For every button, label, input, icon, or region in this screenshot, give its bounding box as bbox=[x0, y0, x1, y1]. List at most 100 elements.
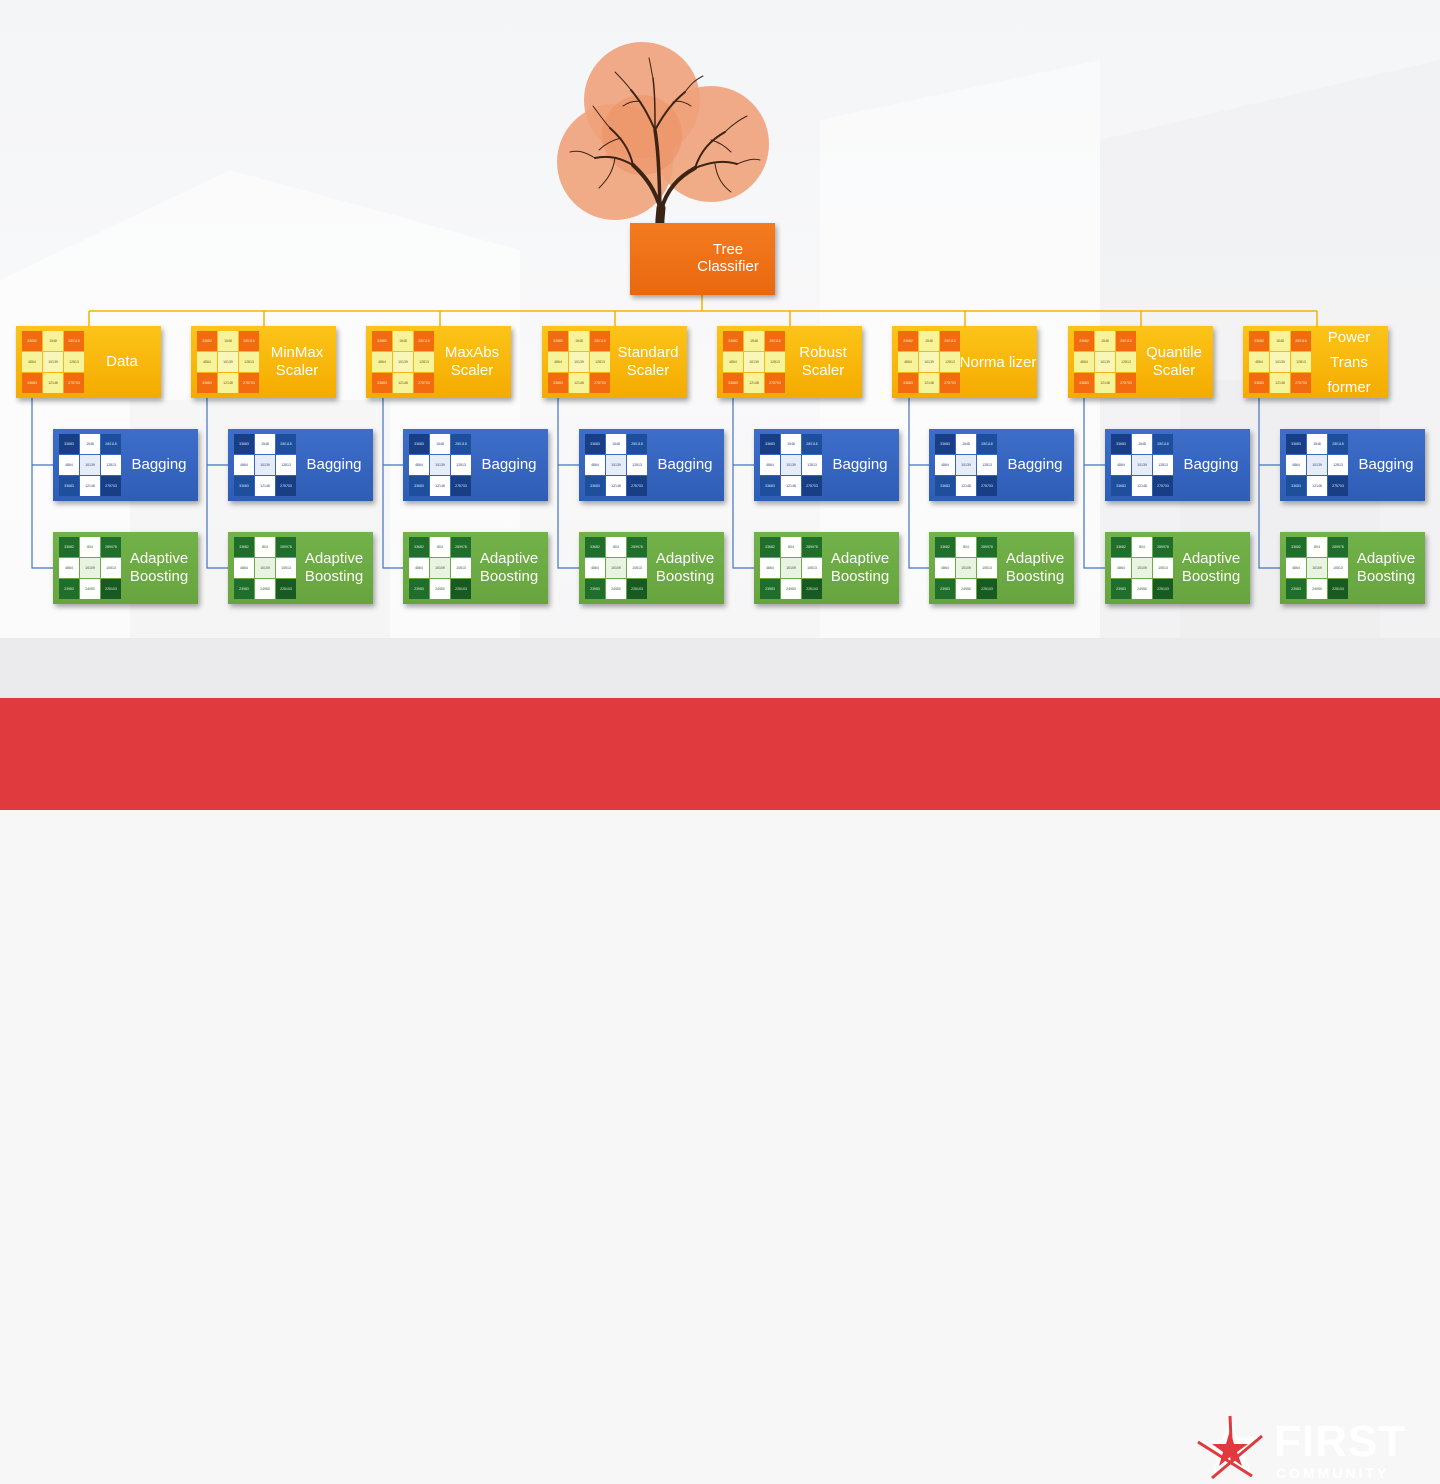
matrix-cell: 10139 bbox=[1095, 352, 1115, 372]
matrix-cell: 1548 bbox=[218, 331, 238, 351]
matrix-cell: 33683 bbox=[59, 476, 79, 496]
matrix-cell: 280118 bbox=[239, 331, 259, 351]
boosting-node-label: Adaptive Boosting bbox=[304, 550, 364, 585]
matrix-cell: 12148 bbox=[781, 476, 801, 496]
matrix-cell: 33683 bbox=[898, 373, 918, 393]
matrix-cell: 289978 bbox=[627, 537, 647, 557]
confusion-matrix-icon: 33682 1548 280118 4864 10139 12813 33683 12148 2… bbox=[1249, 331, 1311, 393]
star-icon bbox=[1197, 1415, 1263, 1480]
scaler-node-label: Standard Scaler bbox=[617, 344, 679, 379]
matrix-cell: 12813 bbox=[627, 455, 647, 475]
matrix-cell: 280118 bbox=[1116, 331, 1136, 351]
scaler-node-label: Norma lizer bbox=[959, 353, 1037, 371]
matrix-cell: 280118 bbox=[101, 434, 121, 454]
matrix-cell: 225103 bbox=[1153, 579, 1173, 599]
matrix-cell: 804 bbox=[430, 537, 450, 557]
confusion-matrix-icon: 33682 804 289978 4864 10109 10513 23983 24950 22… bbox=[59, 537, 121, 599]
bagging-node: 33683 1548 280118 4864 10139 12813 33683 12148 2… bbox=[228, 429, 373, 501]
matrix-cell: 280118 bbox=[940, 331, 960, 351]
matrix-cell: 12148 bbox=[255, 476, 275, 496]
matrix-cell: 275703 bbox=[101, 476, 121, 496]
matrix-cell: 275703 bbox=[1153, 476, 1173, 496]
matrix-cell: 33683 bbox=[723, 373, 743, 393]
matrix-cell: 280118 bbox=[1153, 434, 1173, 454]
matrix-cell: 10139 bbox=[1132, 455, 1152, 475]
matrix-cell: 1548 bbox=[1132, 434, 1152, 454]
matrix-cell: 275703 bbox=[414, 373, 434, 393]
matrix-cell: 4864 bbox=[585, 455, 605, 475]
matrix-cell: 10139 bbox=[1307, 455, 1327, 475]
matrix-cell: 289978 bbox=[451, 537, 471, 557]
matrix-cell: 33683 bbox=[585, 434, 605, 454]
confusion-matrix-icon: 33682 804 289978 4864 10109 10513 23983 24950 22… bbox=[234, 537, 296, 599]
matrix-cell: 275703 bbox=[276, 476, 296, 496]
matrix-cell: 24950 bbox=[255, 579, 275, 599]
matrix-cell: 1548 bbox=[430, 434, 450, 454]
boosting-node: 33682 804 289978 4864 10109 10513 23983 24950 22… bbox=[579, 532, 724, 604]
matrix-cell: 289978 bbox=[802, 537, 822, 557]
matrix-cell: 1548 bbox=[80, 434, 100, 454]
matrix-cell: 275703 bbox=[802, 476, 822, 496]
matrix-cell: 12148 bbox=[1132, 476, 1152, 496]
matrix-cell: 12813 bbox=[940, 352, 960, 372]
matrix-cell: 33682 bbox=[409, 537, 429, 557]
matrix-cell: 804 bbox=[255, 537, 275, 557]
matrix-cell: 4864 bbox=[935, 558, 955, 578]
matrix-cell: 12813 bbox=[414, 352, 434, 372]
confusion-matrix-icon: 33682 804 289978 4864 10109 10513 23983 24950 22… bbox=[935, 537, 997, 599]
matrix-cell: 10139 bbox=[430, 455, 450, 475]
matrix-cell: 33683 bbox=[935, 476, 955, 496]
matrix-cell: 804 bbox=[1307, 537, 1327, 557]
matrix-cell: 24950 bbox=[956, 579, 976, 599]
bagging-node: 33683 1548 280118 4864 10139 12813 33683 12148 2… bbox=[403, 429, 548, 501]
matrix-cell: 4864 bbox=[548, 352, 568, 372]
matrix-cell: 33683 bbox=[22, 373, 42, 393]
matrix-cell: 33683 bbox=[1111, 476, 1131, 496]
matrix-cell: 33683 bbox=[935, 434, 955, 454]
matrix-cell: 33683 bbox=[409, 434, 429, 454]
matrix-cell: 275703 bbox=[1116, 373, 1136, 393]
tree-classifier-label: Tree Classifier bbox=[697, 241, 759, 275]
matrix-cell: 12148 bbox=[393, 373, 413, 393]
matrix-cell: 275703 bbox=[1328, 476, 1348, 496]
matrix-cell: 12148 bbox=[919, 373, 939, 393]
confusion-matrix-icon: 33682 804 289978 4864 10109 10513 23983 24950 22… bbox=[585, 537, 647, 599]
matrix-cell: 1548 bbox=[569, 331, 589, 351]
bagging-node: 33683 1548 280118 4864 10139 12813 33683 12148 2… bbox=[53, 429, 198, 501]
matrix-cell: 10139 bbox=[956, 455, 976, 475]
matrix-cell: 289978 bbox=[1153, 537, 1173, 557]
boosting-node: 33682 804 289978 4864 10109 10513 23983 24950 22… bbox=[403, 532, 548, 604]
matrix-cell: 24950 bbox=[781, 579, 801, 599]
confusion-matrix-icon: 33682 1548 280118 4864 10139 12813 33683 12148 2… bbox=[372, 331, 434, 393]
scaler-node-label: Quantile Scaler bbox=[1146, 344, 1202, 379]
matrix-cell: 275703 bbox=[590, 373, 610, 393]
matrix-cell: 10139 bbox=[80, 455, 100, 475]
matrix-cell: 225103 bbox=[1328, 579, 1348, 599]
matrix-cell: 275703 bbox=[1291, 373, 1311, 393]
matrix-cell: 12813 bbox=[101, 455, 121, 475]
matrix-cell: 10139 bbox=[218, 352, 238, 372]
matrix-cell: 10513 bbox=[1328, 558, 1348, 578]
matrix-cell: 10109 bbox=[781, 558, 801, 578]
confusion-matrix-icon: 33682 1548 280118 4864 10139 12813 33683 12148 2… bbox=[197, 331, 259, 393]
confusion-matrix-icon: 33683 1548 280118 4864 10139 12813 33683 12148 2… bbox=[760, 434, 822, 496]
matrix-cell: 289978 bbox=[1328, 537, 1348, 557]
matrix-cell: 4864 bbox=[22, 352, 42, 372]
matrix-cell: 4864 bbox=[585, 558, 605, 578]
matrix-cell: 1548 bbox=[606, 434, 626, 454]
matrix-cell: 4864 bbox=[723, 352, 743, 372]
matrix-cell: 4864 bbox=[409, 455, 429, 475]
matrix-cell: 4864 bbox=[760, 558, 780, 578]
matrix-cell: 280118 bbox=[1291, 331, 1311, 351]
matrix-cell: 24950 bbox=[430, 579, 450, 599]
grey-band bbox=[0, 638, 1440, 698]
boosting-node: 33682 804 289978 4864 10109 10513 23983 24950 22… bbox=[929, 532, 1074, 604]
matrix-cell: 33682 bbox=[197, 331, 217, 351]
matrix-cell: 10513 bbox=[802, 558, 822, 578]
scaler-node-label: MaxAbs Scaler bbox=[444, 344, 500, 379]
matrix-cell: 10139 bbox=[255, 455, 275, 475]
matrix-cell: 12148 bbox=[569, 373, 589, 393]
matrix-cell: 33683 bbox=[1111, 434, 1131, 454]
matrix-cell: 10139 bbox=[43, 352, 63, 372]
matrix-cell: 10513 bbox=[101, 558, 121, 578]
